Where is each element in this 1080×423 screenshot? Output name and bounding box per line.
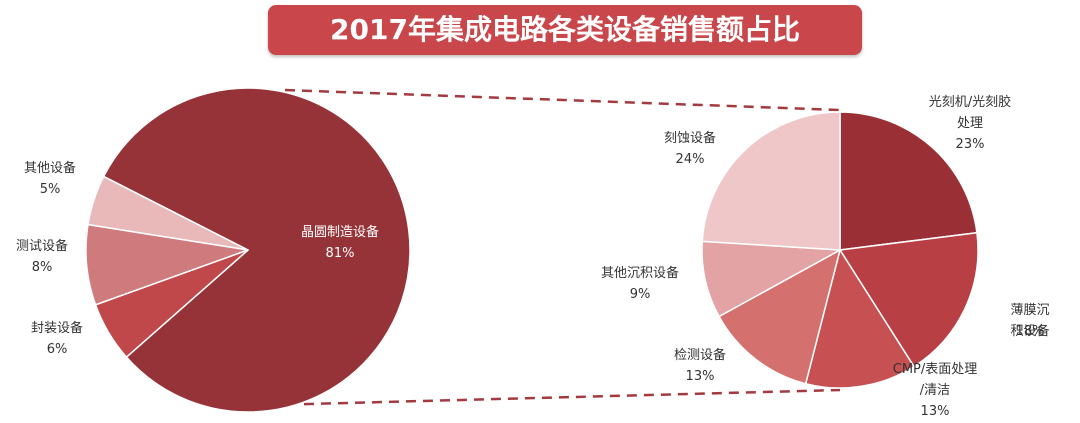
data-label: 8% bbox=[31, 260, 53, 275]
data-label: 23% bbox=[955, 137, 985, 152]
pie-slice bbox=[701, 111, 841, 251]
data-label: 13% bbox=[920, 404, 950, 419]
slice-label: 测试设备 bbox=[15, 239, 69, 254]
data-label: 13% bbox=[685, 369, 715, 384]
data-label: 24% bbox=[675, 152, 705, 167]
slice-label: 晶圆制造设备 bbox=[300, 225, 380, 240]
slice-label: CMP/表面处理 /清洁 bbox=[892, 362, 978, 398]
pie-slice bbox=[718, 248, 842, 385]
pie-slice bbox=[804, 248, 915, 389]
data-label: 6% bbox=[46, 342, 68, 357]
slice-label: 薄膜沉积设备 bbox=[1010, 303, 1050, 339]
pie-slice bbox=[102, 87, 411, 413]
pie-slice bbox=[839, 111, 978, 251]
slice-label: 其他沉积设备 bbox=[600, 266, 680, 281]
slice-label: 刻蚀设备 bbox=[663, 131, 717, 146]
pie-slice bbox=[94, 249, 249, 359]
connector-line bbox=[284, 88, 841, 112]
connector-line bbox=[269, 388, 841, 407]
data-label: 81% bbox=[325, 246, 355, 261]
chart-title: 2017年集成电路各类设备销售额占比 bbox=[268, 5, 862, 55]
pie-slice bbox=[838, 231, 979, 368]
slice-label: 检测设备 bbox=[673, 348, 727, 363]
slice-label: 其他设备 bbox=[23, 161, 77, 176]
data-label: 5% bbox=[39, 182, 61, 197]
slice-label: 光刻机/光刻胶 处理 bbox=[928, 95, 1012, 131]
slice-label: 封装设备 bbox=[30, 321, 84, 336]
data-label: 9% bbox=[629, 287, 651, 302]
data-label: 18% bbox=[1015, 324, 1045, 339]
